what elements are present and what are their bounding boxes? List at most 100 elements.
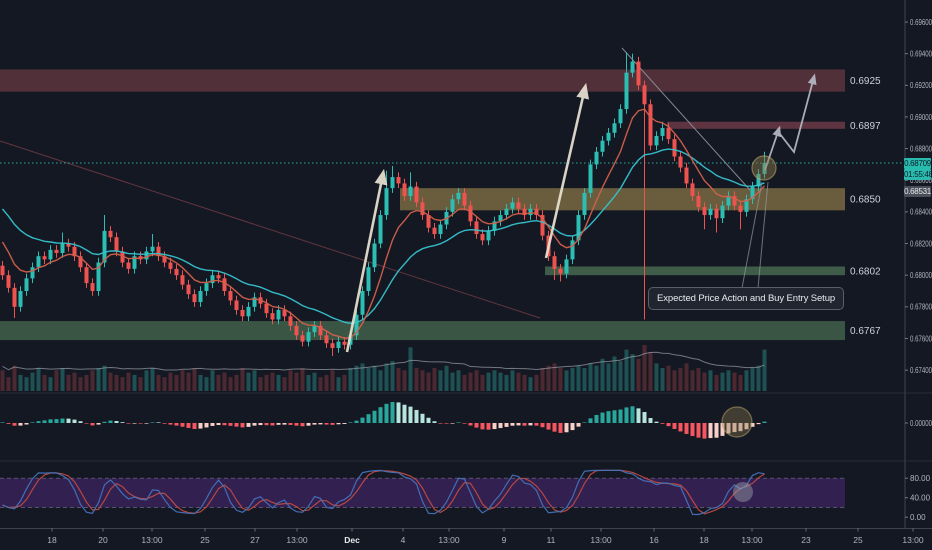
candle-body bbox=[702, 207, 707, 216]
candle-body bbox=[480, 234, 485, 241]
volume-bar bbox=[606, 363, 611, 391]
candlestick-series bbox=[0, 52, 767, 356]
price-scale[interactable]: 0.69600 0.69400 0.69200 0.69000 0.68800 0.686… bbox=[905, 18, 932, 522]
macd-histogram-bar bbox=[732, 423, 737, 433]
time-axis-label: 18 bbox=[47, 535, 57, 545]
macd-histogram-bar bbox=[576, 423, 581, 427]
volume-bar bbox=[144, 370, 149, 391]
macd-highlight-circle[interactable] bbox=[721, 406, 753, 438]
volume-bar bbox=[150, 368, 155, 391]
macd-histogram-bar bbox=[240, 423, 245, 428]
candle-body bbox=[726, 196, 731, 206]
trendline[interactable] bbox=[621, 47, 751, 191]
volume-bar bbox=[42, 374, 47, 391]
candle-body bbox=[300, 335, 305, 342]
volume-bar bbox=[438, 370, 443, 391]
volume-bar bbox=[696, 368, 701, 391]
candle-body bbox=[6, 275, 11, 288]
candle-body bbox=[582, 192, 587, 216]
supply-zone-0.6897[interactable] bbox=[667, 121, 845, 129]
bullish-impulse-arrow[interactable] bbox=[345, 168, 388, 353]
volume-bar bbox=[216, 374, 221, 391]
macd-histogram-bar bbox=[270, 423, 275, 426]
volume-bar bbox=[288, 370, 293, 391]
demand-zone-0.6767[interactable] bbox=[0, 321, 845, 341]
macd-histogram-bar bbox=[618, 409, 623, 423]
macd-histogram-bar bbox=[462, 423, 467, 424]
candle-body bbox=[186, 284, 191, 295]
ema-slow-line bbox=[1, 148, 765, 325]
volume-bar bbox=[636, 358, 641, 391]
candle-body bbox=[294, 325, 299, 336]
macd-histogram-bar bbox=[708, 423, 713, 439]
candle-body bbox=[108, 230, 113, 238]
macd-histogram-bar bbox=[318, 423, 323, 425]
macd-histogram-bar bbox=[504, 423, 509, 427]
volume-bar bbox=[450, 372, 455, 391]
macd-histogram-bar bbox=[726, 423, 731, 434]
entry-highlight-circle[interactable] bbox=[751, 155, 777, 181]
volume-bar bbox=[240, 368, 245, 391]
candle-body bbox=[612, 123, 617, 133]
supply-zone-0.6925[interactable] bbox=[0, 69, 845, 92]
macd-histogram-bar bbox=[384, 403, 389, 423]
projection-arrow[interactable] bbox=[779, 73, 817, 154]
volume-bar bbox=[468, 372, 473, 391]
zones-layer: 0.6925 0.6897 0.6850 0.6802 0.6767 bbox=[0, 69, 881, 341]
macd-histogram-bar bbox=[18, 423, 23, 426]
macd-histogram-bar bbox=[324, 423, 329, 425]
volume-bar bbox=[510, 370, 515, 391]
candle-body bbox=[552, 256, 557, 269]
volume-bar bbox=[582, 368, 587, 391]
volume-bar bbox=[306, 374, 311, 391]
candle-body bbox=[630, 61, 635, 73]
volume-bar bbox=[666, 365, 671, 391]
volume-bar bbox=[324, 374, 329, 391]
macd-histogram-bar bbox=[180, 423, 185, 427]
candle-body bbox=[708, 208, 713, 216]
macd-histogram-bar bbox=[30, 422, 35, 423]
projection-arrow[interactable] bbox=[764, 125, 781, 171]
candle-body bbox=[48, 249, 53, 260]
price-action-note[interactable]: Expected Price Action and Buy Entry Setu… bbox=[648, 287, 845, 310]
current-price-badge: 0.68709 bbox=[904, 157, 931, 169]
candle-body bbox=[318, 325, 323, 336]
volume-bar bbox=[342, 374, 347, 391]
volume-bar bbox=[192, 368, 197, 391]
candle-body bbox=[354, 314, 359, 336]
volume-bar bbox=[402, 370, 407, 391]
candle-body bbox=[684, 167, 689, 184]
stoch-highlight-circle[interactable] bbox=[733, 482, 753, 502]
macd-histogram-bar bbox=[348, 422, 353, 423]
time-scale[interactable]: 18 20 13:00 25 27 13:00 Dec 4 13:00 9 11 13:00 16 18 1… bbox=[47, 528, 924, 546]
macd-histogram-bar bbox=[588, 418, 593, 423]
macd-histogram-bar bbox=[516, 423, 521, 426]
candle-body bbox=[666, 128, 671, 140]
volume-bar bbox=[384, 363, 389, 391]
stochastic-band bbox=[0, 478, 845, 508]
volume-ma-line bbox=[2, 351, 765, 371]
volume-bar bbox=[678, 368, 683, 391]
bullish-impulse-arrow[interactable] bbox=[544, 82, 590, 259]
volume-bar bbox=[126, 372, 131, 391]
time-axis-label: 20 bbox=[98, 535, 108, 545]
candle-body bbox=[624, 72, 629, 110]
time-axis-label: 13:00 bbox=[590, 535, 612, 545]
volume-bar bbox=[552, 363, 557, 391]
volume-bar bbox=[366, 368, 371, 391]
volume-bar bbox=[102, 365, 107, 391]
candle-body bbox=[510, 202, 515, 209]
demand-zone-0.6850[interactable] bbox=[400, 188, 845, 211]
demand-zone-0.6802[interactable] bbox=[545, 266, 845, 276]
volume-bar bbox=[120, 377, 125, 391]
trendline[interactable] bbox=[0, 140, 541, 319]
zone-price-label: 0.6767 bbox=[850, 326, 881, 337]
candle-body bbox=[588, 164, 593, 193]
macd-histogram-bar bbox=[594, 414, 599, 423]
volume-bar bbox=[750, 368, 755, 391]
macd-histogram-bar bbox=[540, 423, 545, 428]
macd-histogram-bar bbox=[132, 423, 137, 424]
macd-histogram-bar bbox=[660, 423, 665, 424]
candle-body bbox=[378, 215, 383, 244]
